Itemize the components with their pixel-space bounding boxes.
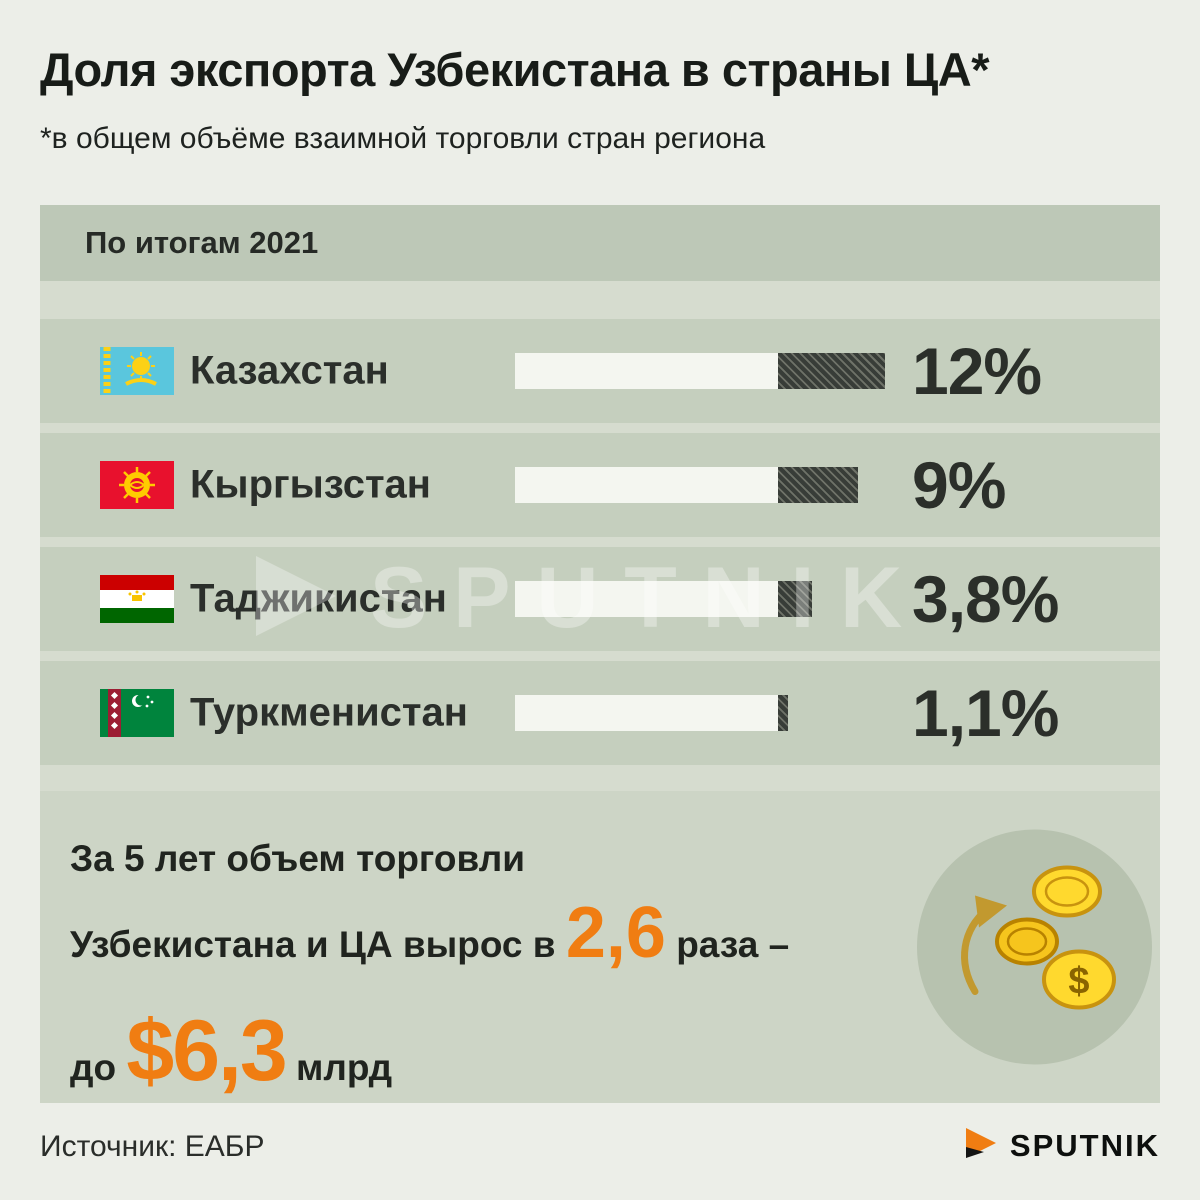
- flag-tajikistan-icon: [100, 575, 174, 623]
- bar-track: [515, 467, 778, 503]
- value-label: 1,1%: [912, 676, 1059, 750]
- value-label: 12%: [912, 334, 1042, 408]
- bar-fill: [778, 467, 858, 503]
- page-subtitle: *в общем объёме взаимной торговли стран …: [40, 122, 766, 155]
- panel-divider: [40, 765, 1160, 791]
- country-label: Кыргызстан: [190, 462, 431, 507]
- bar-track: [515, 695, 778, 731]
- bar-fill: [778, 353, 885, 389]
- chart-period-header: По итогам 2021: [40, 205, 1160, 281]
- source-label: Источник: ЕАБР: [40, 1130, 265, 1163]
- bar: [515, 581, 812, 617]
- sputnik-triangle-icon: [964, 1126, 998, 1165]
- highlight-line2-prefix: Узбекистана и ЦА вырос в: [70, 923, 556, 965]
- bar: [515, 353, 885, 389]
- flag-kazakhstan-icon: [100, 347, 174, 395]
- highlight-text: За 5 лет объем торговли Узбекистана и ЦА…: [70, 835, 910, 1108]
- country-row-turkmenistan: Туркменистан 1,1%: [40, 661, 1160, 765]
- bar: [515, 467, 858, 503]
- brand-name: SPUTNIK: [1009, 1127, 1160, 1163]
- bar-track: [515, 353, 778, 389]
- bar: [515, 695, 788, 731]
- sputnik-logo: SPUTNIK: [964, 1126, 1160, 1165]
- highlight-value-amount: $6,3: [126, 1002, 287, 1099]
- highlight-value-growth: 2,6: [565, 892, 666, 973]
- country-label: Таджикистан: [190, 576, 447, 621]
- row-divider: [40, 423, 1160, 433]
- highlight-line2-suffix: раза –: [676, 923, 790, 965]
- row-divider: [40, 651, 1160, 661]
- country-row-kazakhstan: Казахстан 12%: [40, 319, 1160, 423]
- svg-text:$: $: [1068, 961, 1089, 1003]
- panel-divider: [40, 281, 1160, 319]
- country-row-tajikistan: Таджикистан 3,8%: [40, 547, 1160, 651]
- highlight-line3-prefix: до: [70, 1046, 117, 1088]
- bar-fill: [778, 695, 788, 731]
- bar-fill: [778, 581, 812, 617]
- country-label: Казахстан: [190, 348, 389, 393]
- page-title: Доля экспорта Узбекистана в страны ЦА*: [40, 43, 990, 96]
- highlight-panel: За 5 лет объем торговли Узбекистана и ЦА…: [40, 791, 1160, 1103]
- highlight-line1: За 5 лет объем торговли: [70, 838, 525, 879]
- value-label: 9%: [912, 448, 1006, 522]
- highlight-line3-suffix: млрд: [296, 1046, 393, 1088]
- chart-period-label: По итогам 2021: [85, 225, 319, 260]
- coins-growth-icon: $: [917, 829, 1152, 1065]
- value-label: 3,8%: [912, 562, 1059, 636]
- country-row-kyrgyzstan: Кыргызстан 9%: [40, 433, 1160, 537]
- country-label: Туркменистан: [190, 690, 468, 735]
- row-divider: [40, 537, 1160, 547]
- bar-track: [515, 581, 778, 617]
- chart-panel: По итогам 2021 Казахстан 12%: [40, 205, 1160, 1103]
- flag-turkmenistan-icon: [100, 689, 174, 737]
- flag-kyrgyzstan-icon: [100, 461, 174, 509]
